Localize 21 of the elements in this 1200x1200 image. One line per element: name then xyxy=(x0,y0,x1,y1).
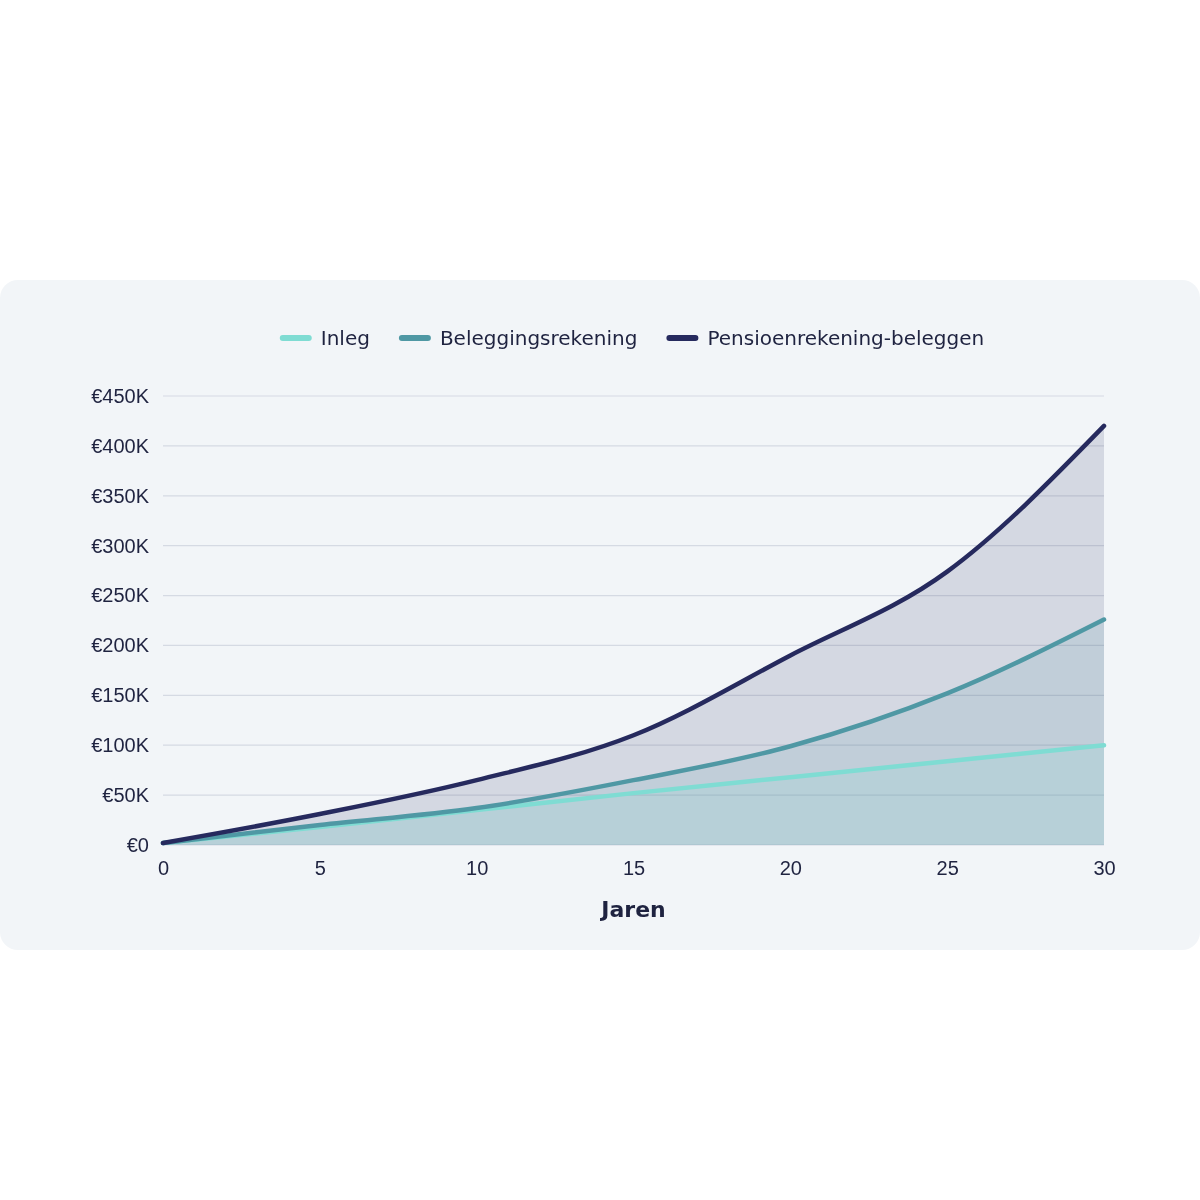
y-tick-label: €100K xyxy=(91,734,150,757)
x-tick-label: 10 xyxy=(466,857,489,880)
x-tick-label: 5 xyxy=(314,857,326,880)
y-tick-label: €250K xyxy=(91,584,150,607)
x-tick-label: 25 xyxy=(936,857,959,880)
y-tick-label: €150K xyxy=(91,684,150,707)
x-tick-label: 30 xyxy=(1093,857,1116,880)
y-tick-label: €300K xyxy=(91,534,150,557)
y-tick-label: €400K xyxy=(91,434,150,457)
legend-label: Inleg xyxy=(320,326,370,350)
x-tick-label: 15 xyxy=(622,857,646,880)
y-tick-label: €450K xyxy=(91,384,150,407)
y-tick-label: €350K xyxy=(91,484,150,507)
legend-label: Beleggingsrekening xyxy=(439,326,638,350)
y-tick-label: €50K xyxy=(102,784,150,807)
x-tick-label: 20 xyxy=(779,857,802,880)
x-axis-title: Jaren xyxy=(599,897,666,922)
x-tick-label: 0 xyxy=(157,857,170,880)
legend-label: Pensioenrekening-beleggen xyxy=(707,326,985,350)
y-tick-label: €0 xyxy=(126,833,149,856)
y-tick-label: €200K xyxy=(91,634,150,657)
